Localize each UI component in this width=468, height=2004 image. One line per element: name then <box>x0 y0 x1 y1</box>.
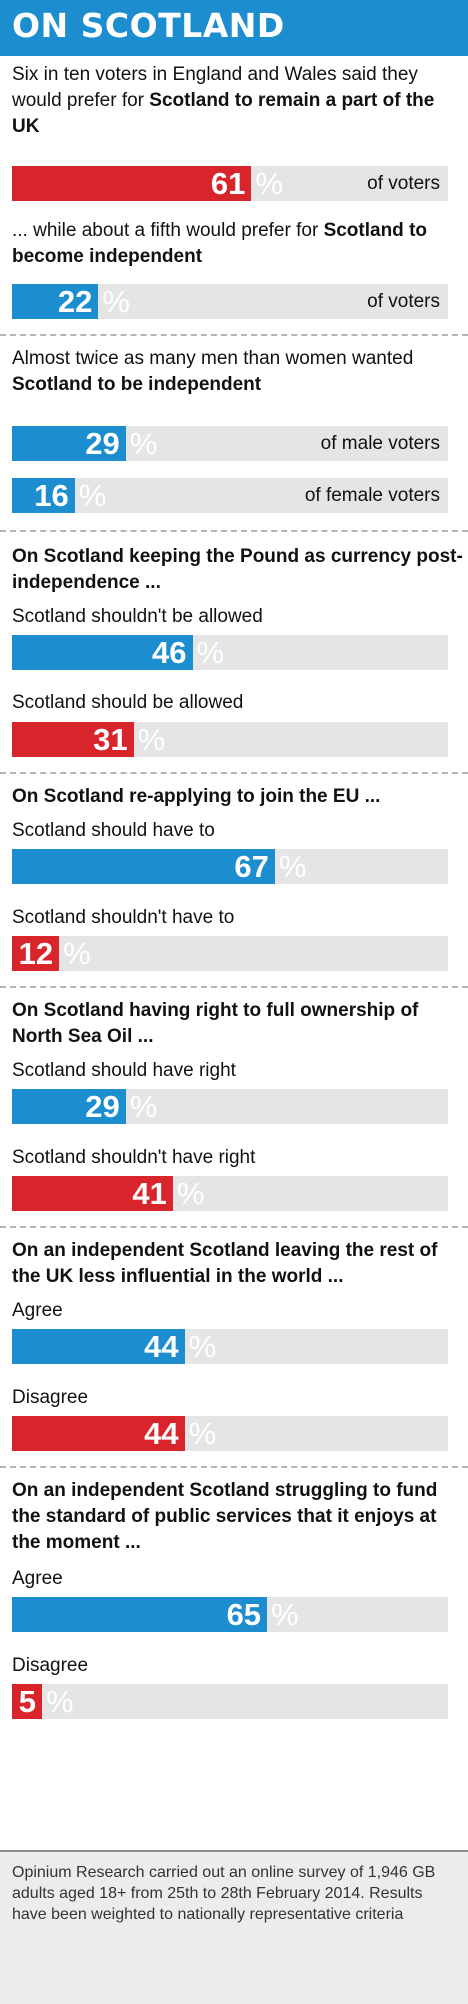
label-influence-agree: Agree <box>12 1300 63 1321</box>
label-services-agree: Agree <box>12 1568 63 1589</box>
bar-fill <box>12 635 193 670</box>
bar-suffix-label: of female voters <box>304 485 440 506</box>
bar-independent: 22% of voters <box>12 284 448 319</box>
label-influence-disagree: Disagree <box>12 1387 89 1408</box>
label-eu-not: Scotland shouldn't have to <box>12 907 235 928</box>
bar-suffix-label: of male voters <box>320 433 440 454</box>
bar-female: 16% of female voters <box>12 478 448 513</box>
question-services: On an independent Scotland struggling to… <box>12 1480 438 1553</box>
section-divider <box>0 530 468 532</box>
intro-text-remain-bold: Scotland to remain a part of the UK <box>12 90 435 137</box>
bar-value-label: 41 <box>132 1176 167 1211</box>
bar-oil_not: 41% <box>12 1176 448 1211</box>
bar-inf_disagree: 44% <box>12 1416 448 1451</box>
label-eu-yes: Scotland should have to <box>12 820 215 841</box>
bar-fill <box>12 166 252 201</box>
question-pound: On Scotland keeping the Pound as currenc… <box>12 546 463 593</box>
intro-text-remain: Six in ten voters in England and Wales s… <box>12 62 462 140</box>
section-divider <box>0 986 468 988</box>
question-eu: On Scotland re-applying to join the EU .… <box>12 786 381 807</box>
bar-value-label: 22 <box>57 284 93 319</box>
bar-value-label: 12 <box>18 936 54 971</box>
intro-text-independent: ... while about a fifth would prefer for… <box>12 218 462 270</box>
bar-srv_agree: 65% <box>12 1597 448 1632</box>
bar-value-label: 29 <box>85 426 120 461</box>
bar-percent-sign: % <box>188 1416 217 1451</box>
bar-percent-sign: % <box>176 1176 205 1211</box>
methodology-note: Opinium Research carried out an online s… <box>12 1864 436 1923</box>
bar-srv_disagree: 5% <box>12 1684 448 1719</box>
bar-value-label: 44 <box>144 1329 179 1364</box>
bar-value-label: 44 <box>144 1416 179 1451</box>
bar-fill <box>12 1416 185 1451</box>
bar-inf_agree: 44% <box>12 1329 448 1364</box>
methodology-footer: Opinium Research carried out an online s… <box>0 1850 468 2004</box>
label-pound-yes: Scotland should be allowed <box>12 692 244 713</box>
bar-eu_yes: 67% <box>12 849 448 884</box>
header-banner: ON SCOTLAND <box>0 0 468 56</box>
bar-value-label: 67 <box>234 849 269 884</box>
bar-fill <box>12 849 275 884</box>
bar-fill <box>12 1684 42 1719</box>
question-influence: On an independent Scotland leaving the r… <box>12 1240 438 1287</box>
intro-text-independent-plain: ... while about a fifth would prefer for <box>12 220 324 241</box>
bar-percent-sign: % <box>46 1684 74 1719</box>
bar-fill <box>12 1089 126 1124</box>
bar-fill <box>12 936 60 971</box>
bar-value-label: 29 <box>85 1089 120 1124</box>
bar-male: 29% of male voters <box>12 426 448 461</box>
section-divider <box>0 1466 468 1468</box>
bar-value-label: 5 <box>18 1684 36 1719</box>
bar-value-label: 46 <box>152 635 187 670</box>
page-title: ON SCOTLAND <box>12 6 285 45</box>
bar-fill <box>12 1329 185 1364</box>
bar-value-label: 31 <box>93 722 128 757</box>
bar-oil_yes: 29% <box>12 1089 448 1124</box>
bar-percent-sign: % <box>137 722 166 757</box>
bar-suffix-label: of voters <box>367 291 440 312</box>
intro-text-gender-plain: Almost twice as many men than women want… <box>12 348 414 369</box>
section-divider <box>0 334 468 336</box>
section-divider <box>0 1226 468 1228</box>
bar-percent-sign: % <box>278 849 307 884</box>
intro-text-gender: Almost twice as many men than women want… <box>12 346 462 398</box>
bar-percent-sign: % <box>78 478 107 513</box>
intro-text-independent-bold: Scotland to become independent <box>12 220 428 267</box>
bar-fill <box>12 284 99 319</box>
bar-percent-sign: % <box>129 1089 158 1124</box>
bar-eu_not: 12% <box>12 936 448 971</box>
bar-remain: 61% of voters <box>12 166 448 201</box>
bar-fill <box>12 1597 268 1632</box>
bar-percent-sign: % <box>271 1597 299 1632</box>
label-services-disagree: Disagree <box>12 1655 89 1676</box>
section-divider <box>0 772 468 774</box>
label-pound-not: Scotland shouldn't be allowed <box>12 606 263 627</box>
bar-percent-sign: % <box>188 1329 217 1364</box>
bar-percent-sign: % <box>63 936 91 971</box>
bar-fill <box>12 1176 173 1211</box>
bar-fill <box>12 426 126 461</box>
intro-text-remain-plain: Six in ten voters in England and Wales s… <box>12 64 418 111</box>
question-oil: On Scotland having right to full ownersh… <box>12 1000 419 1047</box>
bar-percent-sign: % <box>129 426 158 461</box>
bar-fill <box>12 478 75 513</box>
bar-pound_yes: 31% <box>12 722 448 757</box>
bar-percent-sign: % <box>196 635 225 670</box>
bar-value-label: 61 <box>210 166 246 201</box>
label-oil-yes: Scotland should have right <box>12 1060 236 1081</box>
bar-value-label: 65 <box>226 1597 262 1632</box>
bar-pound_not: 46% <box>12 635 448 670</box>
label-oil-not: Scotland shouldn't have right <box>12 1147 256 1168</box>
intro-text-gender-bold: Scotland to be independent <box>12 374 262 395</box>
bar-suffix-label: of voters <box>367 173 440 194</box>
bar-percent-sign: % <box>102 284 130 319</box>
bar-percent-sign: % <box>255 166 283 201</box>
bar-value-label: 16 <box>34 478 69 513</box>
bar-fill <box>12 722 134 757</box>
